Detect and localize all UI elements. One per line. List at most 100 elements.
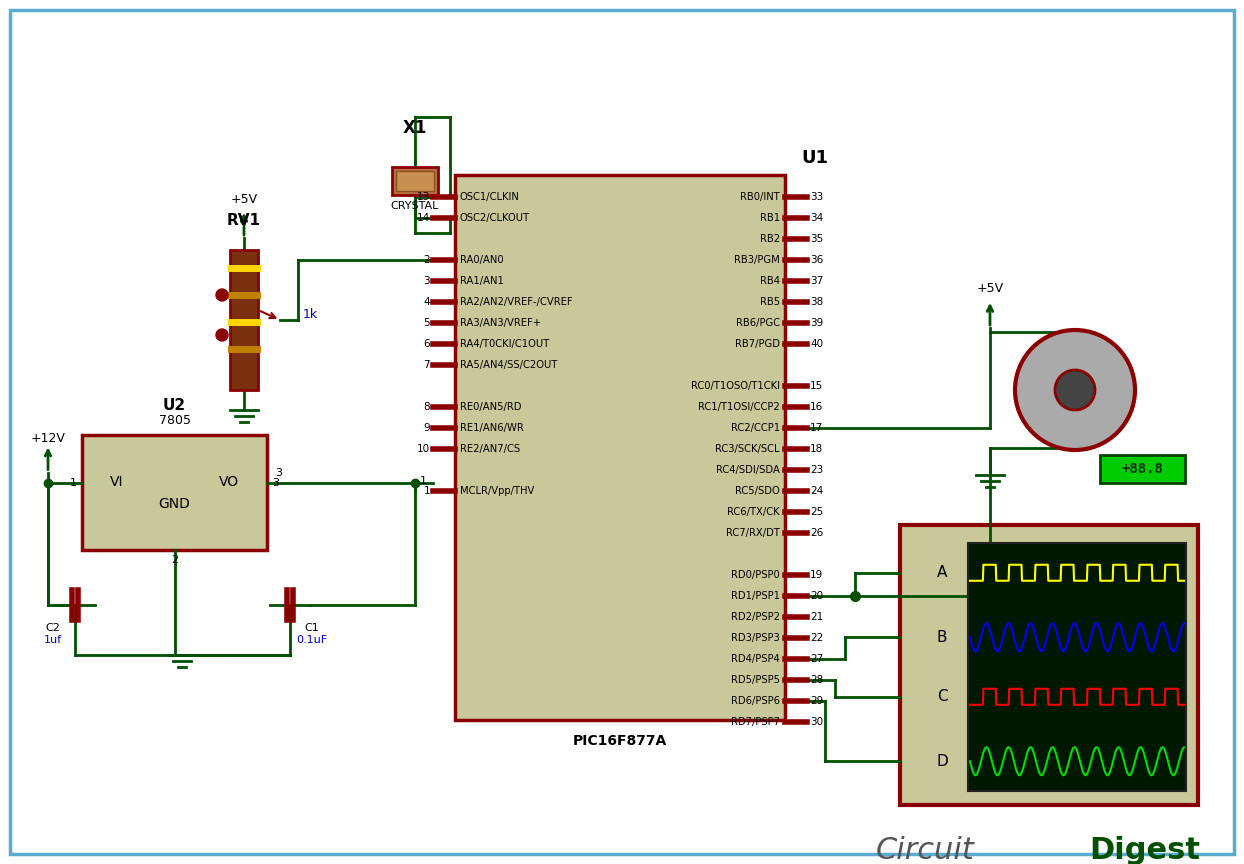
Text: 15: 15 [810, 381, 824, 391]
Text: RC4/SDI/SDA: RC4/SDI/SDA [717, 465, 780, 475]
Text: 1: 1 [70, 478, 77, 487]
Bar [455, 175, 785, 720]
Text: 28: 28 [810, 675, 824, 685]
Text: +88.8: +88.8 [1122, 462, 1163, 476]
Text: C1: C1 [305, 623, 320, 633]
Text: 8: 8 [423, 402, 430, 412]
Text: 10: 10 [417, 444, 430, 454]
Text: 30: 30 [810, 717, 824, 727]
Text: RE2/AN7/CS: RE2/AN7/CS [460, 444, 520, 454]
Text: 22: 22 [810, 633, 824, 643]
Text: 36: 36 [810, 255, 824, 265]
Text: 14: 14 [417, 213, 430, 223]
Text: OSC2/CLKOUT: OSC2/CLKOUT [460, 213, 530, 223]
Text: RD5/PSP5: RD5/PSP5 [731, 675, 780, 685]
Text: RB2: RB2 [760, 234, 780, 244]
Text: 34: 34 [810, 213, 824, 223]
Text: 1: 1 [420, 476, 427, 486]
Text: 9: 9 [423, 423, 430, 433]
Text: RD6/PSP6: RD6/PSP6 [731, 696, 780, 706]
Text: C: C [937, 689, 948, 704]
Text: RC5/SDO: RC5/SDO [735, 486, 780, 496]
Text: RE0/AN5/RD: RE0/AN5/RD [460, 402, 521, 412]
Text: VI: VI [111, 475, 123, 490]
Text: 13: 13 [417, 192, 430, 202]
Text: 7: 7 [423, 360, 430, 370]
Text: 18: 18 [810, 444, 824, 454]
Text: 17: 17 [810, 423, 824, 433]
Text: 16: 16 [810, 402, 824, 412]
Bar [82, 435, 267, 550]
Text: RC7/RX/DT: RC7/RX/DT [726, 528, 780, 538]
Text: 26: 26 [810, 528, 824, 538]
Text: 4: 4 [423, 297, 430, 307]
Text: 5: 5 [423, 318, 430, 328]
Text: 40: 40 [810, 339, 824, 349]
Text: 21: 21 [810, 612, 824, 622]
Text: RB3/PGM: RB3/PGM [734, 255, 780, 265]
Text: RC6/TX/CK: RC6/TX/CK [728, 507, 780, 517]
Text: A: A [937, 565, 947, 581]
Text: RD3/PSP3: RD3/PSP3 [731, 633, 780, 643]
Text: RE1/AN6/WR: RE1/AN6/WR [460, 423, 524, 433]
Text: 1uf: 1uf [44, 635, 62, 645]
Text: X1: X1 [403, 119, 427, 137]
Bar [230, 250, 258, 390]
Text: 3: 3 [423, 276, 430, 286]
Text: RC1/T1OSI/CCP2: RC1/T1OSI/CCP2 [698, 402, 780, 412]
Text: +5V: +5V [977, 282, 1004, 295]
Text: B: B [937, 630, 947, 645]
Bar [968, 543, 1186, 791]
Text: 1: 1 [423, 486, 430, 496]
Text: Circuit: Circuit [876, 836, 975, 864]
Text: 35: 35 [810, 234, 824, 244]
Text: RD0/PSP0: RD0/PSP0 [731, 570, 780, 580]
Text: RV1: RV1 [226, 213, 261, 228]
Text: U2: U2 [163, 398, 187, 413]
Bar [1100, 455, 1186, 483]
Text: RD4/PSP4: RD4/PSP4 [731, 654, 780, 664]
Circle shape [1015, 330, 1135, 450]
Text: 1k: 1k [304, 308, 318, 321]
Text: RA1/AN1: RA1/AN1 [460, 276, 504, 286]
Text: +12V: +12V [31, 431, 66, 444]
Text: D: D [937, 753, 948, 769]
Circle shape [216, 289, 228, 301]
Text: Digest: Digest [1088, 836, 1200, 864]
Text: RB0/INT: RB0/INT [740, 192, 780, 202]
Text: 39: 39 [810, 318, 824, 328]
Text: RB1: RB1 [760, 213, 780, 223]
Text: RB4: RB4 [760, 276, 780, 286]
Text: 19: 19 [810, 570, 824, 580]
Bar [899, 525, 1198, 805]
Text: RA0/AN0: RA0/AN0 [460, 255, 504, 265]
Text: RA3/AN3/VREF+: RA3/AN3/VREF+ [460, 318, 541, 328]
Text: RC3/SCK/SCL: RC3/SCK/SCL [715, 444, 780, 454]
Text: GND: GND [158, 498, 190, 511]
Bar [392, 167, 438, 195]
Text: 25: 25 [810, 507, 824, 517]
Text: RA2/AN2/VREF-/CVREF: RA2/AN2/VREF-/CVREF [460, 297, 572, 307]
Circle shape [216, 329, 228, 341]
Text: 7805: 7805 [158, 414, 190, 427]
Text: 33: 33 [810, 192, 824, 202]
Text: C2: C2 [46, 623, 61, 633]
Text: 3: 3 [275, 467, 282, 478]
Text: U1: U1 [801, 149, 829, 167]
Text: MCLR/Vpp/THV: MCLR/Vpp/THV [460, 486, 535, 496]
Text: 3: 3 [272, 478, 279, 487]
Text: 23: 23 [810, 465, 824, 475]
Text: RD7/PSP7: RD7/PSP7 [731, 717, 780, 727]
Circle shape [1055, 370, 1095, 410]
Text: CRYSTAL: CRYSTAL [391, 201, 439, 211]
Text: 0.1uF: 0.1uF [296, 635, 327, 645]
Text: RB6/PGC: RB6/PGC [736, 318, 780, 328]
Text: RD1/PSP1: RD1/PSP1 [731, 591, 780, 601]
Text: 29: 29 [810, 696, 824, 706]
Text: RD2/PSP2: RD2/PSP2 [731, 612, 780, 622]
Text: 20: 20 [810, 591, 824, 601]
Text: RB7/PGD: RB7/PGD [735, 339, 780, 349]
Bar [396, 171, 434, 191]
Text: RB5: RB5 [760, 297, 780, 307]
Text: PIC16F877A: PIC16F877A [573, 734, 667, 748]
